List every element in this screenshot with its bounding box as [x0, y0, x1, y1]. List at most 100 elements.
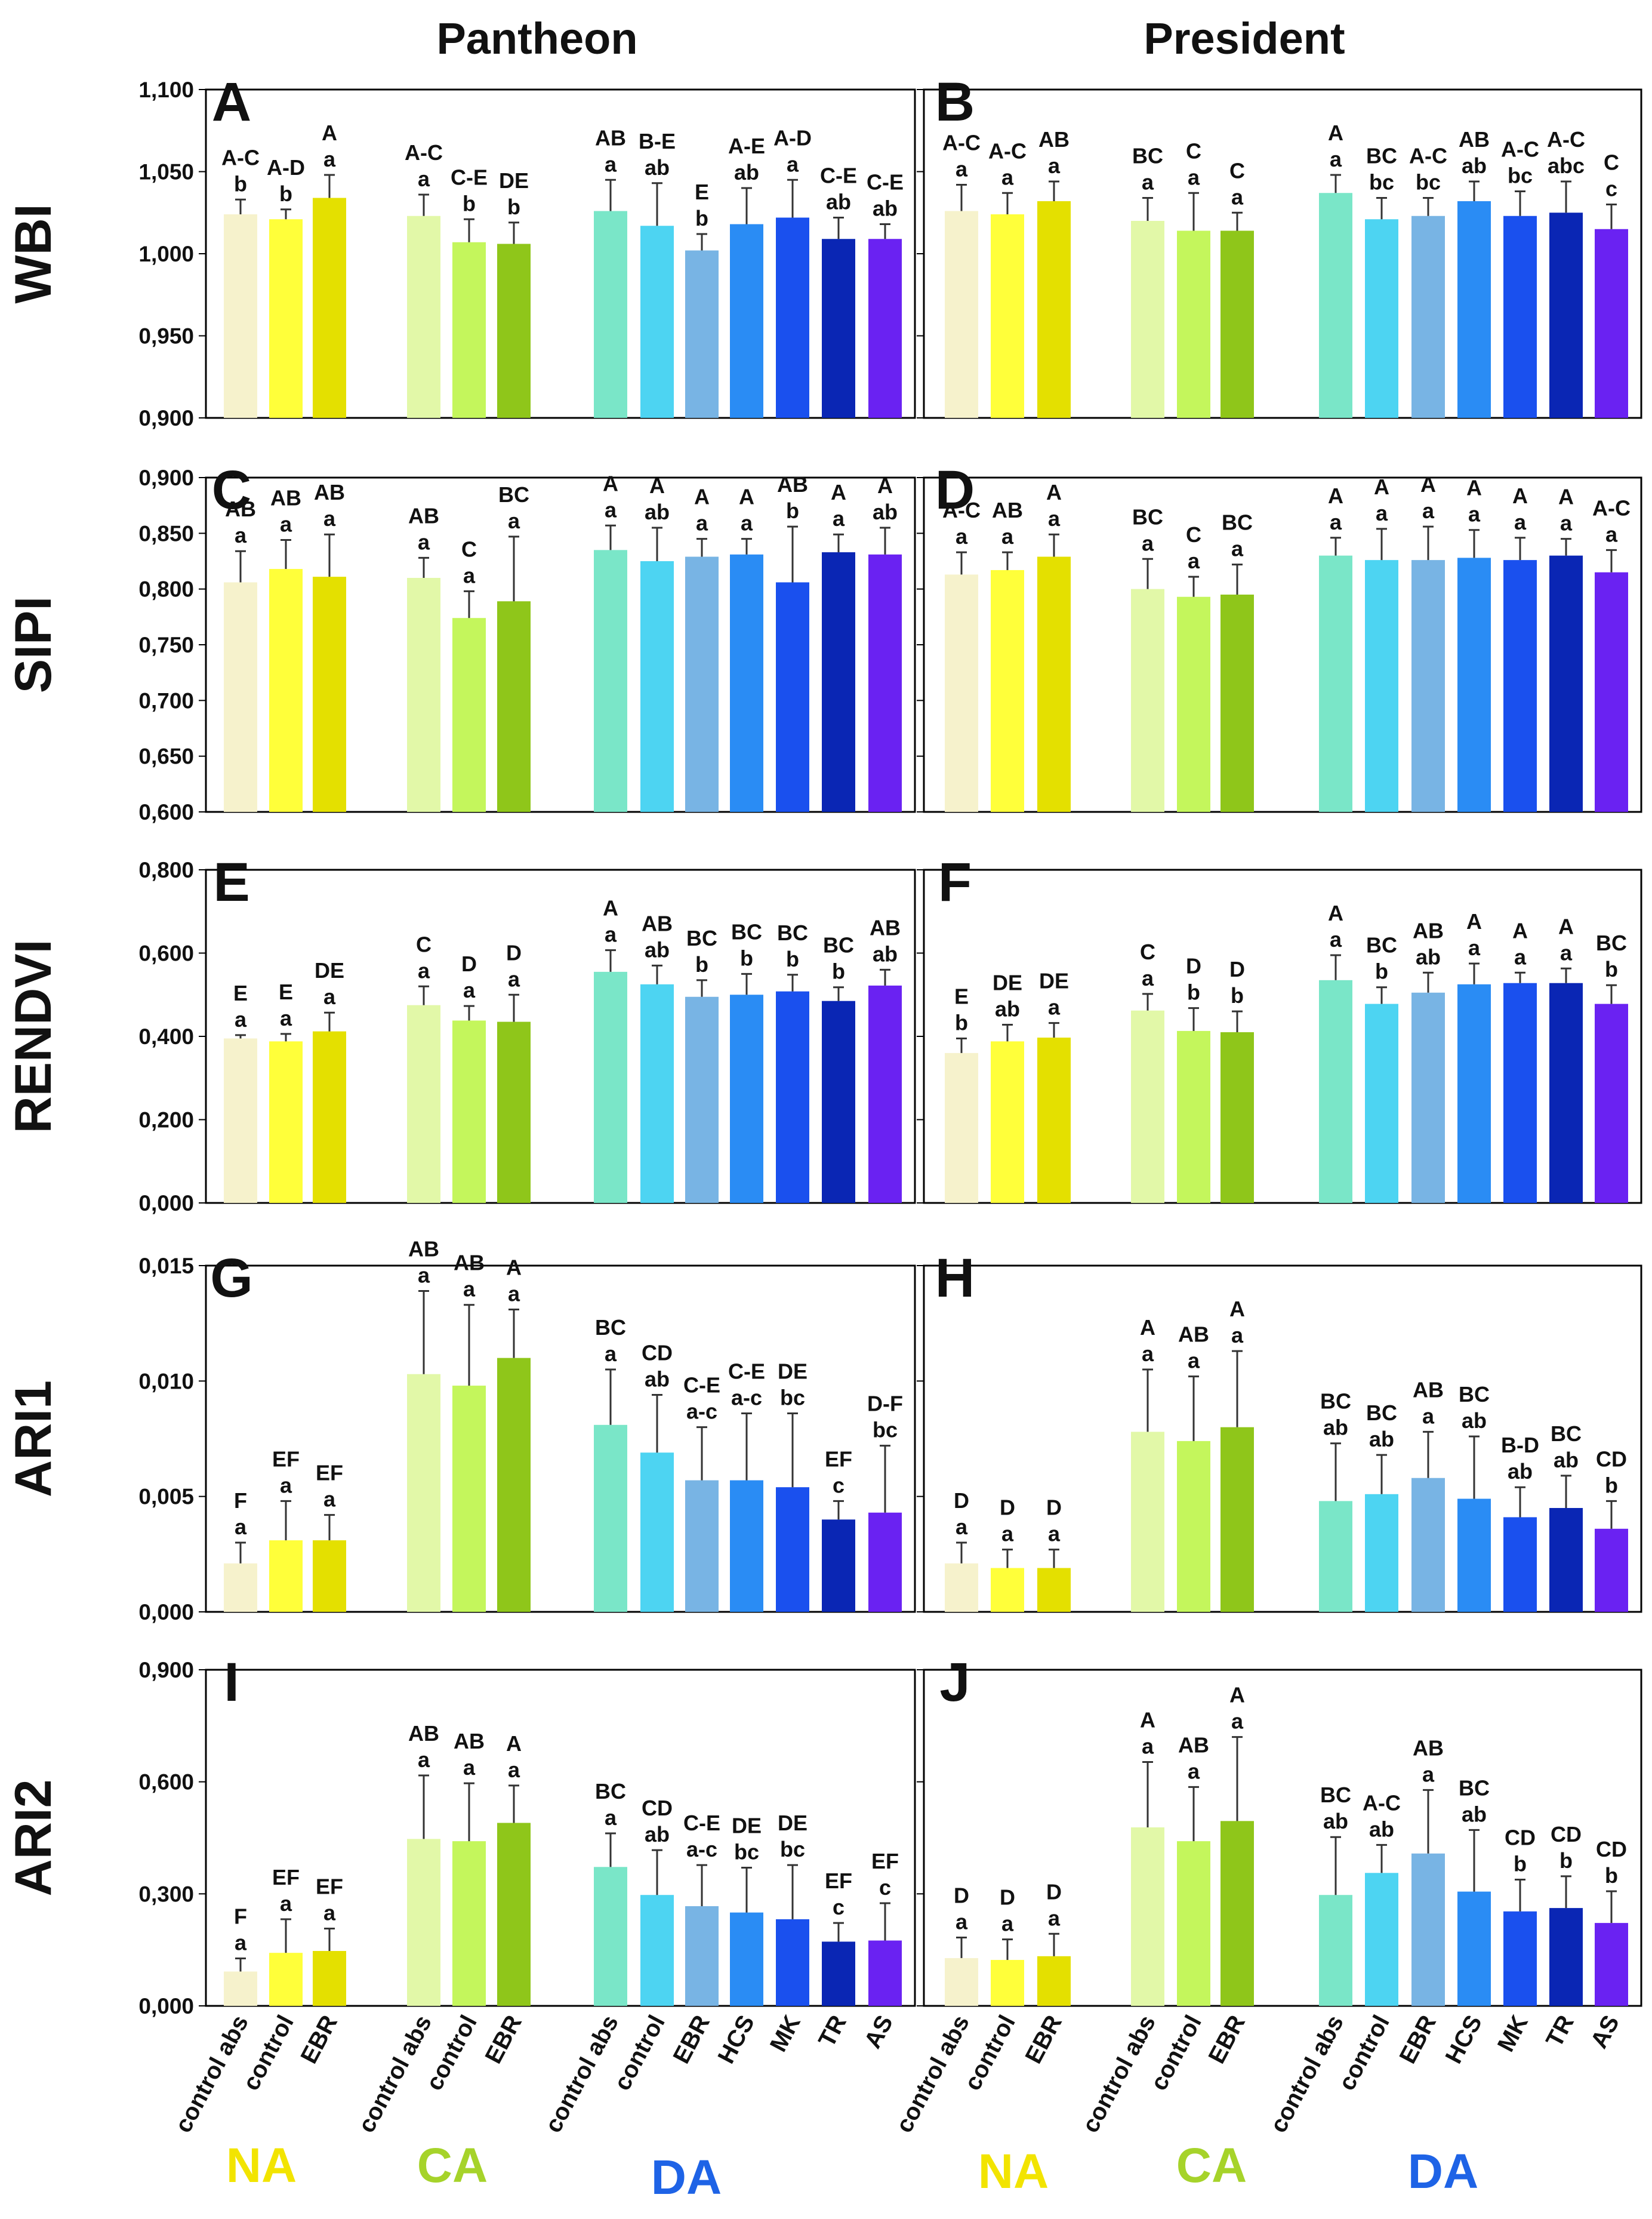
sig-letter-upper: EF: [272, 1446, 300, 1471]
bar: [1411, 1853, 1445, 2006]
sig-letter-upper: AB: [454, 1251, 485, 1275]
sig-letter-upper: E: [279, 980, 293, 1004]
sig-letter-upper: AB: [408, 1721, 439, 1746]
sig-letter-upper: C: [1186, 139, 1201, 163]
sig-letter-upper: CD: [642, 1341, 673, 1365]
sig-letter-upper: BC: [1459, 1775, 1490, 1800]
bar: [868, 554, 902, 812]
y-tick-label: 0,000: [138, 1191, 194, 1215]
bar: [868, 1512, 902, 1612]
bar: [685, 250, 719, 418]
sig-letter-lower: a: [787, 152, 799, 176]
sig-letter-lower: bc: [734, 1840, 759, 1864]
bar: [1037, 201, 1071, 418]
bar: [224, 1038, 257, 1203]
sig-letter-lower: ab: [1369, 1427, 1394, 1451]
sig-letter-upper: AB: [992, 498, 1023, 522]
sig-letter-upper: A-C: [988, 139, 1027, 163]
sig-letter-upper: DE: [315, 958, 344, 983]
sig-letter-upper: AB: [870, 915, 901, 940]
bar: [945, 211, 978, 418]
sig-letter-upper: A: [603, 896, 618, 921]
sig-letter-lower: a: [1188, 1759, 1200, 1783]
bar: [452, 1386, 486, 1612]
sig-letter-upper: A-C: [942, 498, 981, 522]
sig-letter-lower: ab: [1462, 1802, 1487, 1826]
y-tick-label: 0,700: [138, 688, 194, 713]
bar: [730, 995, 763, 1203]
sig-letter-lower: a: [956, 1910, 968, 1934]
bar: [1549, 1508, 1583, 1612]
bar: [224, 1563, 257, 1612]
y-tick-label: 0,900: [138, 406, 194, 430]
y-tick-label: 1,100: [138, 78, 194, 102]
sig-letter-lower: a: [280, 512, 292, 537]
sig-letter-lower: a: [1001, 1912, 1014, 1936]
y-tick-label: 0,650: [138, 744, 194, 769]
x-tick-label: TR: [1541, 2011, 1579, 2051]
bar: [776, 1919, 809, 2006]
sig-letter-upper: A: [1512, 484, 1528, 508]
sig-letter-upper: D: [506, 940, 522, 965]
y-tick-label: 0,200: [138, 1108, 194, 1132]
bar: [313, 577, 346, 812]
sig-letter-lower: ab: [873, 196, 898, 221]
bar: [991, 1568, 1024, 1612]
group-label-ca-right: CA: [1176, 2138, 1247, 2193]
sig-letter-lower: b: [695, 952, 708, 977]
bar: [1037, 1568, 1071, 1612]
sig-letter-lower: ab: [1462, 1408, 1487, 1433]
sig-letter-upper: E: [954, 984, 969, 1008]
sig-letter-lower: b: [1231, 983, 1244, 1008]
bar: [1411, 992, 1445, 1203]
panel-letter: D: [935, 460, 975, 521]
sig-letter-upper: DE: [1039, 969, 1069, 993]
x-tick-label: control abs: [353, 2011, 437, 2137]
sig-letter-lower: b: [832, 959, 845, 984]
sig-letter-lower: ab: [995, 996, 1020, 1021]
sig-letter-lower: a: [323, 1487, 336, 1512]
bar: [1503, 983, 1537, 1203]
bar: [313, 1031, 346, 1203]
bar: [1177, 230, 1210, 418]
sig-letter-upper: C-E: [820, 164, 857, 188]
sig-letter-upper: EF: [272, 1865, 300, 1889]
y-tick-label: 0,000: [138, 1600, 194, 1624]
bar: [594, 971, 627, 1203]
sig-letter-upper: A-C: [405, 140, 443, 165]
sig-letter-upper: C-E: [683, 1811, 720, 1835]
sig-letter-lower: a: [323, 147, 336, 171]
sig-letter-upper: AB: [1413, 1735, 1444, 1760]
panel-g: G0,0150,0100,0050,000ARI1aFaEFaEFaABaABa…: [5, 1237, 916, 1624]
bar: [945, 574, 978, 812]
x-tick-label: AS: [1586, 2011, 1625, 2053]
bar: [776, 991, 809, 1203]
sig-letter-lower: ab: [1323, 1809, 1348, 1833]
sig-letter-upper: A-D: [267, 155, 305, 180]
bar: [1365, 1873, 1398, 2006]
bar: [822, 1519, 855, 1612]
sig-letter-lower: bc: [873, 1418, 898, 1442]
bar: [1595, 229, 1628, 418]
sig-letter-upper: A-C: [1363, 1790, 1401, 1815]
sig-letter-lower: a: [696, 511, 708, 535]
sig-letter-upper: D: [954, 1488, 969, 1513]
x-tick-label: AS: [859, 2011, 898, 2053]
sig-letter-lower: a: [508, 1758, 520, 1782]
bar: [685, 556, 719, 812]
bar: [1457, 201, 1491, 418]
row-label-sipi: SIPI: [5, 596, 62, 694]
sig-letter-upper: EF: [825, 1446, 852, 1471]
y-tick-label: 0,010: [138, 1369, 194, 1393]
sig-letter-upper: AB: [595, 125, 626, 150]
sig-letter-lower: ab: [873, 500, 898, 524]
sig-letter-lower: ab: [873, 941, 898, 966]
x-tick-label: TR: [813, 2011, 852, 2051]
sig-letter-lower: ab: [645, 500, 670, 524]
bar: [1220, 230, 1254, 418]
sig-letter-lower: a: [956, 524, 968, 549]
y-tick-label: 0,400: [138, 1024, 194, 1049]
panel-i: I0,9000,6000,3000,000ARI2aFaEFaEFaABaABa…: [5, 1652, 916, 2018]
sig-letter-lower: a: [508, 509, 520, 533]
